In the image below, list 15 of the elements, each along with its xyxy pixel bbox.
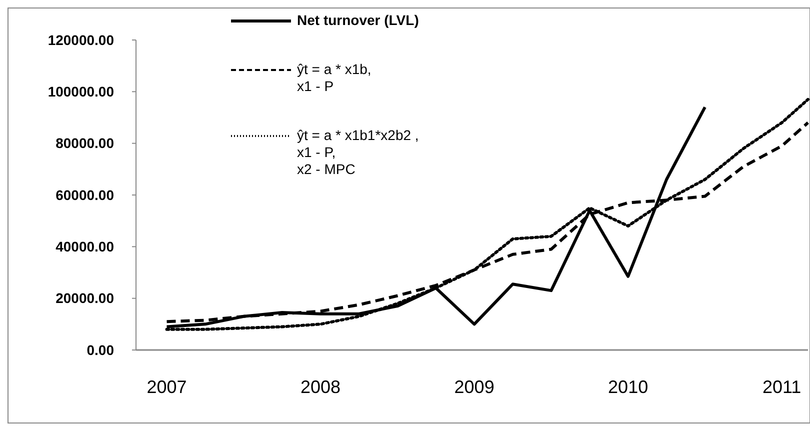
y-tick-label: 60000.00 xyxy=(56,186,114,203)
y-tick-label: 20000.00 xyxy=(56,290,114,306)
x-tick-label: 2011 xyxy=(762,377,802,397)
legend-label: Net turnover (LVL) xyxy=(297,12,419,28)
x-tick-label: 2008 xyxy=(300,377,341,397)
legend-label: ŷt = a * x1b, x1 - P xyxy=(297,61,372,94)
y-tick-label: 120000.00 xyxy=(48,32,114,48)
y-tick-label: 0.00 xyxy=(86,342,114,358)
x-tick-label: 2009 xyxy=(454,377,494,397)
y-tick-label: 80000.00 xyxy=(56,135,114,152)
y-tick-label: 100000.00 xyxy=(48,84,114,100)
x-tick-label: 2007 xyxy=(146,377,187,397)
y-tick-label: 40000.00 xyxy=(56,238,114,255)
legend-label: ŷt = a * x1b1*x2b2 , x1 - P, x2 - MPC xyxy=(297,127,419,177)
x-tick-label: 2010 xyxy=(608,377,648,397)
